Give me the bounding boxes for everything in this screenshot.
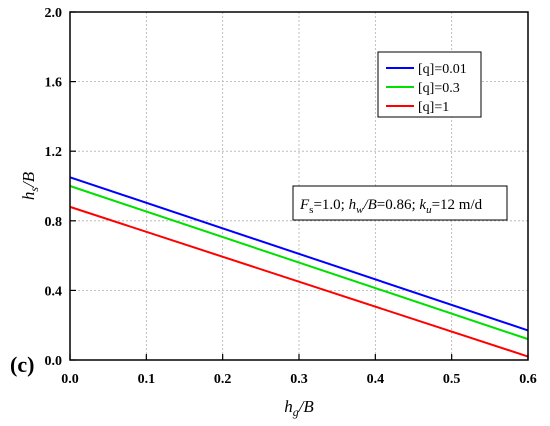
annotation: Fs=1.0; hw/B=0.86; ku=12 m/d: [292, 185, 508, 221]
y-ticks: 0.0 0.4 0.8 1.2 1.6 2.0: [45, 6, 76, 369]
x-axis-label: hg/B: [284, 397, 314, 419]
y-tick-label: 0.4: [45, 284, 63, 299]
x-tick-label: 0.2: [214, 372, 232, 387]
y-tick-label: 1.6: [45, 76, 63, 91]
x-tick-label: 0.0: [61, 372, 79, 387]
legend: [q]=0.01 [q]=0.3 [q]=1: [377, 51, 482, 118]
annotation-text: Fs=1.0; hw/B=0.86; ku=12 m/d: [299, 197, 483, 216]
series-line: [69, 205, 529, 358]
panel-label: (c): [10, 352, 34, 377]
x-tick-label: 0.6: [519, 372, 537, 387]
y-axis-label: hs/B: [19, 171, 41, 200]
legend-label: [q]=0.01: [418, 62, 467, 77]
x-tick-label: 0.3: [290, 372, 308, 387]
y-tick-label: 1.2: [45, 145, 63, 160]
annotation-box: [292, 185, 508, 221]
legend-label: [q]=1: [418, 100, 449, 115]
x-tick-label: 0.1: [138, 372, 156, 387]
series-lines: [69, 176, 529, 358]
y-tick-label: 0.0: [45, 354, 63, 369]
y-tick-label: 0.8: [45, 215, 63, 230]
series-line: [69, 176, 529, 332]
x-tick-label: 0.5: [443, 372, 461, 387]
series-line: [69, 185, 529, 341]
legend-label: [q]=0.3: [418, 81, 460, 96]
y-tick-label: 2.0: [45, 6, 63, 21]
x-ticks: 0.0 0.1 0.2 0.3 0.4 0.5 0.6: [61, 354, 537, 387]
x-tick-label: 0.4: [367, 372, 385, 387]
